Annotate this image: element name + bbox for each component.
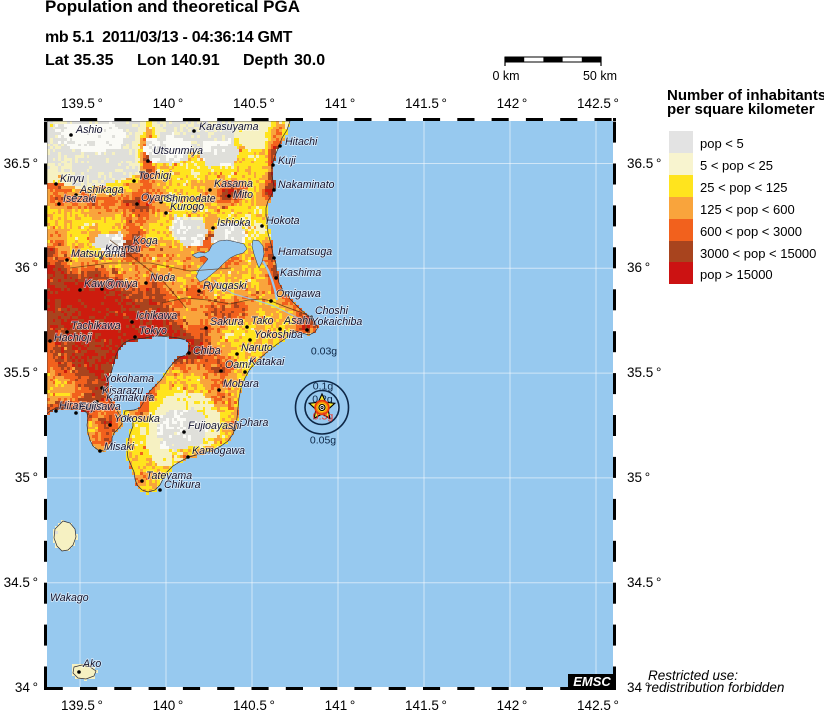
svg-text:Ashio: Ashio bbox=[75, 124, 103, 136]
svg-text:Yokohama: Yokohama bbox=[104, 373, 154, 385]
svg-text:Hiratsuka: Hiratsuka bbox=[59, 400, 104, 412]
svg-text:Noda: Noda bbox=[150, 272, 175, 284]
svg-text:Tateyama: Tateyama bbox=[146, 470, 192, 482]
svg-text:Hitachi: Hitachi bbox=[285, 136, 318, 148]
svg-text:Matsuyama: Matsuyama bbox=[71, 248, 126, 260]
svg-text:Tochigi: Tochigi bbox=[138, 170, 172, 182]
svg-text:Kamakura: Kamakura bbox=[106, 392, 154, 404]
svg-text:Kamogawa: Kamogawa bbox=[192, 445, 245, 457]
svg-text:Ichikawa: Ichikawa bbox=[136, 310, 177, 322]
svg-text:Mito: Mito bbox=[233, 189, 253, 201]
svg-text:Tako: Tako bbox=[251, 315, 274, 327]
svg-text:Ashikaga: Ashikaga bbox=[79, 184, 124, 196]
svg-text:Sakura: Sakura bbox=[210, 316, 244, 328]
svg-text:Fujisawa: Fujisawa bbox=[79, 401, 121, 413]
svg-text:Ohara: Ohara bbox=[239, 417, 269, 429]
svg-text:Tachikawa: Tachikawa bbox=[71, 320, 121, 332]
svg-text:Kurogo: Kurogo bbox=[170, 201, 204, 213]
svg-text:Ako: Ako bbox=[82, 658, 101, 670]
svg-text:Shimodate: Shimodate bbox=[165, 193, 216, 205]
svg-text:Isezaki: Isezaki bbox=[63, 193, 97, 205]
svg-text:Karasuyama: Karasuyama bbox=[199, 121, 259, 133]
svg-text:Kasama: Kasama bbox=[214, 178, 253, 190]
svg-text:Tokyo: Tokyo bbox=[139, 325, 167, 337]
svg-text:Nakaminato: Nakaminato bbox=[278, 179, 335, 191]
svg-text:0.3g: 0.3g bbox=[313, 411, 334, 423]
svg-text:Chiba: Chiba bbox=[193, 345, 221, 357]
svg-text:Misaki: Misaki bbox=[104, 441, 135, 453]
svg-text:Oyama: Oyama bbox=[141, 192, 175, 204]
svg-text:Katakai: Katakai bbox=[249, 356, 285, 368]
svg-text:Fujioayashi: Fujioayashi bbox=[188, 420, 242, 432]
svg-text:Kiryu: Kiryu bbox=[60, 173, 84, 185]
svg-text:0.03g: 0.03g bbox=[311, 346, 337, 358]
svg-text:Chikura: Chikura bbox=[164, 479, 201, 491]
svg-text:Asahi: Asahi bbox=[283, 315, 311, 327]
svg-text:Choshi: Choshi bbox=[315, 305, 349, 317]
svg-text:Hokota: Hokota bbox=[266, 215, 300, 227]
svg-text:0.1g: 0.1g bbox=[313, 381, 334, 393]
svg-text:Yokaichiba: Yokaichiba bbox=[311, 316, 362, 328]
svg-text:Kuji: Kuji bbox=[278, 155, 296, 167]
svg-text:Kashima: Kashima bbox=[280, 267, 321, 279]
svg-text:Hamatsuga: Hamatsuga bbox=[278, 246, 332, 258]
svg-text:Hachioji: Hachioji bbox=[54, 332, 92, 344]
svg-text:Ryugaski: Ryugaski bbox=[203, 280, 247, 292]
svg-text:Mobara: Mobara bbox=[223, 378, 259, 390]
svg-text:Naruto: Naruto bbox=[241, 342, 273, 354]
svg-text:Konnsu: Konnsu bbox=[105, 243, 141, 255]
svg-text:Oami: Oami bbox=[225, 359, 251, 371]
svg-text:Utsunmiya: Utsunmiya bbox=[153, 145, 203, 157]
svg-text:Omigawa: Omigawa bbox=[276, 288, 321, 300]
svg-text:Kaw@miya: Kaw@miya bbox=[84, 278, 138, 290]
svg-text:0.05g: 0.05g bbox=[310, 435, 336, 447]
svg-text:Yokoshiba: Yokoshiba bbox=[254, 329, 303, 341]
svg-text:Wakago: Wakago bbox=[50, 592, 89, 604]
svg-text:Kisarazu: Kisarazu bbox=[102, 385, 143, 397]
svg-text:Koga: Koga bbox=[133, 235, 158, 247]
svg-text:Yokosuka: Yokosuka bbox=[114, 413, 160, 425]
svg-text:Ishioka: Ishioka bbox=[217, 217, 251, 229]
